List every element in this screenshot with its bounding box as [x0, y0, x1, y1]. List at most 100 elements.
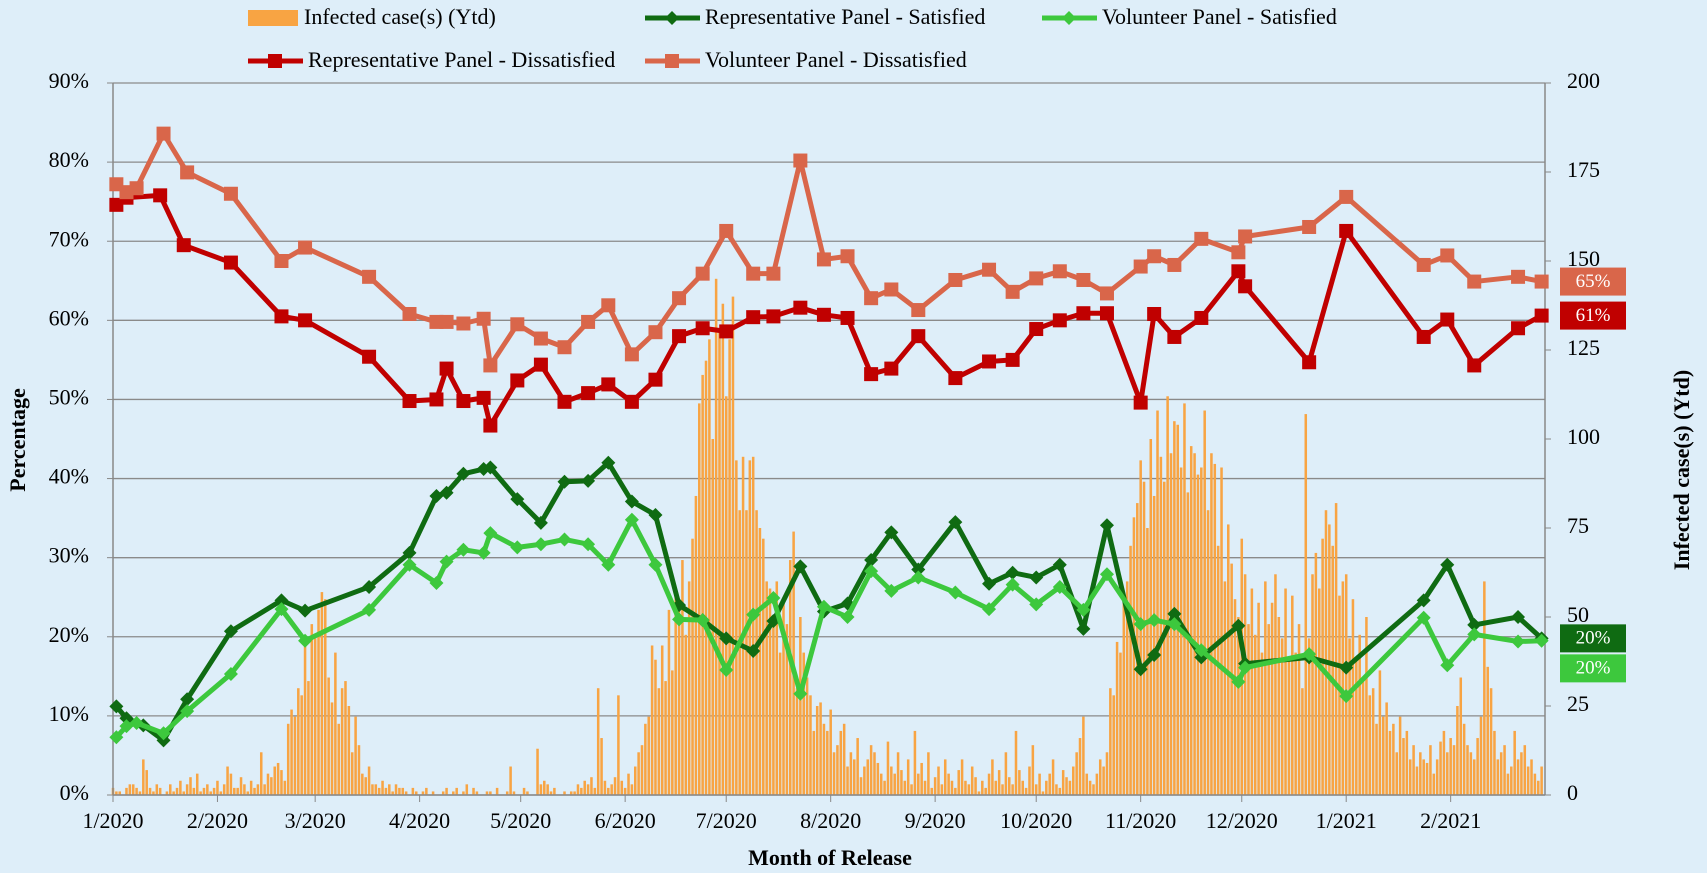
- marker: [1467, 358, 1482, 373]
- bar: [1264, 581, 1267, 795]
- marker: [746, 644, 761, 659]
- marker: [456, 394, 471, 409]
- bar: [216, 780, 219, 795]
- marker: [439, 485, 454, 500]
- marker: [911, 303, 926, 318]
- y2-tick-label: 100: [1567, 424, 1600, 449]
- marker: [1511, 634, 1526, 649]
- bar: [1237, 617, 1240, 795]
- bar: [893, 773, 896, 795]
- bar: [1055, 784, 1058, 795]
- marker: [362, 349, 377, 364]
- bar: [856, 738, 859, 795]
- x-tick-label: 1/2021: [1316, 808, 1377, 833]
- bar: [1398, 716, 1402, 795]
- bar: [903, 780, 907, 795]
- bar: [1446, 752, 1449, 795]
- bar: [671, 670, 674, 795]
- bar: [613, 777, 617, 795]
- bar: [411, 787, 415, 795]
- bar: [1270, 602, 1274, 795]
- bar: [1095, 773, 1099, 795]
- bar: [1098, 759, 1102, 795]
- bar: [1061, 770, 1065, 795]
- bar: [1422, 759, 1425, 795]
- marker: [1052, 313, 1067, 328]
- bar: [590, 777, 593, 795]
- x-tick-label: 7/2020: [696, 808, 757, 833]
- bar: [644, 723, 647, 795]
- marker: [982, 576, 997, 591]
- bar: [984, 787, 987, 795]
- y2-axis-title: Infected case(s) (Ytd): [1669, 370, 1694, 570]
- marker: [510, 373, 525, 388]
- marker: [1147, 249, 1162, 264]
- marker: [1029, 597, 1044, 612]
- bar: [981, 780, 984, 795]
- bar: [1355, 659, 1358, 795]
- x-tick-label: 2/2021: [1420, 808, 1481, 833]
- x-tick-label: 8/2020: [800, 808, 861, 833]
- bar: [1395, 752, 1399, 795]
- bar: [320, 592, 324, 795]
- bar: [495, 787, 499, 795]
- bar: [910, 784, 913, 795]
- bar: [1102, 766, 1105, 795]
- bar: [809, 695, 812, 795]
- y-tick-label: 70%: [49, 226, 89, 251]
- bar: [1452, 745, 1456, 795]
- marker: [581, 537, 596, 552]
- x-tick-label: 11/2020: [1105, 808, 1176, 833]
- bar: [324, 599, 327, 795]
- marker: [439, 314, 454, 329]
- bar: [549, 791, 553, 795]
- marker: [1005, 565, 1020, 580]
- bar: [276, 762, 280, 795]
- bar: [509, 766, 512, 795]
- bar: [1216, 545, 1220, 795]
- bar: [859, 777, 863, 795]
- end-label-box: [1560, 624, 1626, 653]
- bar: [960, 759, 964, 795]
- marker: [109, 699, 124, 714]
- legend-label: Representative Panel - Dissatisfied: [308, 47, 615, 72]
- bar: [1018, 770, 1021, 795]
- marker: [129, 181, 144, 196]
- bar: [189, 777, 192, 795]
- bar: [1203, 410, 1206, 795]
- bar: [815, 706, 819, 795]
- bar: [280, 770, 283, 795]
- bar: [1429, 745, 1432, 795]
- bar: [917, 773, 920, 795]
- bar: [226, 766, 229, 795]
- bar: [1341, 581, 1345, 795]
- bar: [1483, 581, 1486, 795]
- bar: [896, 752, 900, 795]
- bar: [1021, 780, 1025, 795]
- marker: [456, 542, 471, 557]
- marker: [1167, 257, 1182, 272]
- marker: [153, 188, 168, 203]
- bar: [455, 787, 458, 795]
- bar: [940, 784, 944, 795]
- bar: [165, 791, 169, 795]
- bar: [1058, 787, 1062, 795]
- bar: [698, 403, 701, 795]
- bar: [762, 538, 765, 795]
- bar: [512, 791, 516, 795]
- marker: [1302, 647, 1317, 662]
- bar: [563, 791, 566, 795]
- marker: [793, 153, 808, 168]
- bar: [249, 780, 253, 795]
- bar: [977, 791, 981, 795]
- marker: [864, 367, 879, 382]
- bar: [600, 738, 603, 795]
- legend-swatch: [248, 10, 298, 26]
- marker: [1167, 617, 1182, 632]
- legend-label: Infected case(s) (Ytd): [304, 4, 496, 29]
- marker: [439, 554, 454, 569]
- marker: [1339, 223, 1354, 238]
- bar: [1479, 716, 1483, 795]
